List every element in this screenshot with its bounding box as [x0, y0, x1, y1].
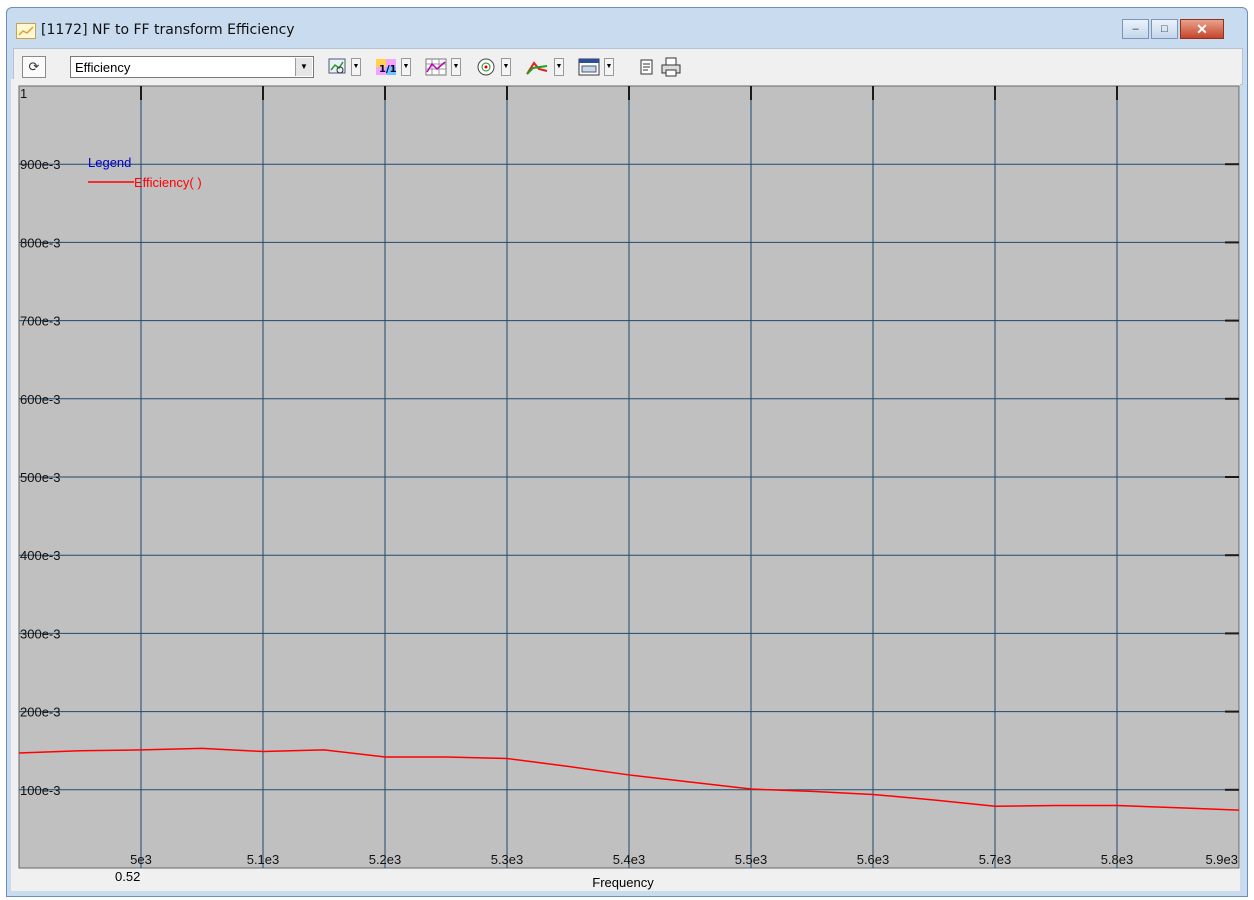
chart-app-icon: [16, 23, 36, 39]
x-tick-label: 5.7e3: [979, 852, 1012, 867]
curve-selector-dropdown[interactable]: Efficiency ▼: [70, 56, 314, 78]
close-button[interactable]: ✕: [1180, 19, 1224, 39]
x-axis-label: Frequency: [592, 875, 654, 890]
display-icon[interactable]: [577, 56, 601, 78]
cursor-readout: 0.52: [115, 869, 140, 884]
window-title: [1172] NF to FF transform Efficiency: [41, 22, 295, 38]
minimize-button[interactable]: –: [1122, 19, 1149, 39]
close-icon: ✕: [1196, 20, 1208, 37]
x-tick-label: 5.9e3: [1205, 852, 1238, 867]
y-tick-label: 200e-3: [20, 705, 60, 720]
x-tick-label: 5.6e3: [857, 852, 890, 867]
y-tick-label: 900e-3: [20, 157, 60, 172]
curve-menu-arrow[interactable]: ▼: [554, 58, 564, 76]
minimize-icon: –: [1132, 23, 1139, 35]
zoom-menu-arrow[interactable]: ▼: [351, 58, 361, 76]
copy-icon[interactable]: [634, 56, 658, 78]
dropdown-arrow-icon[interactable]: ▼: [295, 58, 312, 76]
x-tick-label: 5.8e3: [1101, 852, 1134, 867]
chart-area[interactable]: 5e3 5.1e3 5.2e3 5.3e3 5.4e3 5.5e3 5.6e3 5.7e3 5.…: [11, 79, 1240, 891]
toolbar: ⟳ Efficiency ▼ ▼ 1/1 ▼ ▼ ▼ ▼ ▼: [13, 48, 1243, 85]
target-icon[interactable]: [474, 56, 498, 78]
maximize-button[interactable]: □: [1151, 19, 1178, 39]
svg-text:1/1: 1/1: [379, 64, 397, 75]
y-tick-label: 600e-3: [20, 392, 60, 407]
series-line-efficiency: [18, 747, 1240, 811]
print-icon[interactable]: [659, 56, 683, 78]
target-menu-arrow[interactable]: ▼: [501, 58, 511, 76]
display-menu-arrow[interactable]: ▼: [604, 58, 614, 76]
scale-menu-arrow[interactable]: ▼: [401, 58, 411, 76]
x-tick-label: 5.3e3: [491, 852, 524, 867]
curve-icon[interactable]: [525, 56, 549, 78]
scale-icon[interactable]: 1/1: [374, 56, 398, 78]
legend-title: Legend: [88, 155, 131, 170]
x-tick-label: 5.1e3: [247, 852, 280, 867]
y-tick-label: 1: [20, 86, 27, 101]
y-tick-label: 800e-3: [20, 235, 60, 250]
grid-menu-arrow[interactable]: ▼: [451, 58, 461, 76]
title-bar[interactable]: [1172] NF to FF transform Efficiency – □…: [7, 8, 1247, 46]
efficiency-chart[interactable]: 5e3 5.1e3 5.2e3 5.3e3 5.4e3 5.5e3 5.6e3 5.7e3 5.…: [11, 79, 1240, 891]
y-tick-label: 500e-3: [20, 470, 60, 485]
curve-selector-value: Efficiency: [75, 60, 131, 75]
cursor-icon[interactable]: ⟳: [22, 56, 46, 78]
legend-label-efficiency: Efficiency( ): [134, 175, 202, 190]
grid-icon[interactable]: [424, 56, 448, 78]
x-tick-label: 5.4e3: [613, 852, 646, 867]
zoom-icon[interactable]: [326, 56, 350, 78]
x-tick-label: 5e3: [130, 852, 152, 867]
x-tick-label: 5.5e3: [735, 852, 768, 867]
y-tick-label: 100e-3: [20, 783, 60, 798]
x-tick-label: 5.2e3: [369, 852, 402, 867]
y-tick-label: 700e-3: [20, 314, 60, 329]
y-tick-label: 400e-3: [20, 548, 60, 563]
y-tick-label: 300e-3: [20, 626, 60, 641]
maximize-icon: □: [1161, 23, 1168, 35]
